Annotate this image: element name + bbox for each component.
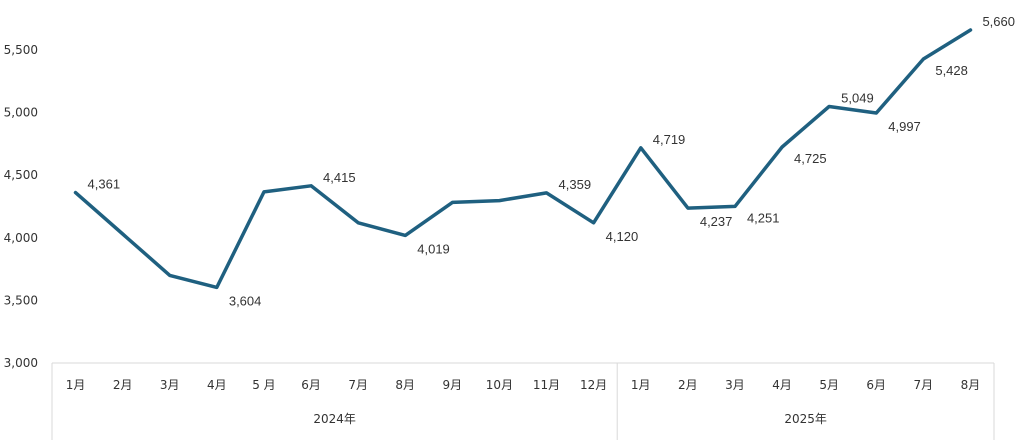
x-category-label: 5月 <box>819 378 839 392</box>
series-line-group <box>73 28 973 290</box>
data-label: 3,604 <box>229 293 262 308</box>
x-category-label: 4月 <box>207 378 227 392</box>
y-tick-label: 3,000 <box>4 356 38 370</box>
x-category-label: 5 月 <box>252 378 275 392</box>
data-label: 5,049 <box>841 90 874 105</box>
data-label: 5,660 <box>982 14 1015 29</box>
data-label: 5,428 <box>935 63 968 78</box>
data-label: 4,120 <box>606 229 639 244</box>
x-category-label: 8月 <box>961 378 981 392</box>
x-category-label: 11月 <box>533 378 560 392</box>
y-axis: 3,000 3,500 4,000 4,500 5,000 5,500 <box>4 43 38 370</box>
y-tick-label: 3,500 <box>4 293 38 307</box>
y-tick-label: 5,500 <box>4 43 38 57</box>
x-group-label: 2025年 <box>784 412 827 426</box>
data-label: 4,359 <box>559 177 592 192</box>
x-category-label: 7月 <box>914 378 934 392</box>
data-label: 4,415 <box>323 170 356 185</box>
x-category-label: 2月 <box>113 378 133 392</box>
x-category-label: 6月 <box>866 378 886 392</box>
data-label: 4,725 <box>794 151 827 166</box>
x-category-label: 10月 <box>486 378 513 392</box>
data-label: 4,361 <box>88 177 121 192</box>
y-tick-label: 4,000 <box>4 231 38 245</box>
data-label: 4,251 <box>747 210 780 225</box>
x-axis-year-groups: 2024年 2025年 <box>313 412 827 426</box>
series-line <box>73 28 973 290</box>
y-tick-label: 5,000 <box>4 106 38 120</box>
data-label: 4,237 <box>700 214 733 229</box>
data-labels: 4,361 3,604 4,415 4,019 4,359 4,120 4,719 4,237… <box>88 14 1015 308</box>
x-category-label: 4月 <box>772 378 792 392</box>
x-category-label: 1月 <box>66 378 86 392</box>
x-axis-categories: 1月 2月 3月 4月 5 月 6月 7月 8月 9月 10月 11月 12月 1月 2月 3月 4月 5月 6月… <box>66 378 981 392</box>
data-label: 4,719 <box>653 132 686 147</box>
y-tick-label: 4,500 <box>4 168 38 182</box>
x-category-label: 8月 <box>395 378 415 392</box>
x-category-label: 1月 <box>631 378 651 392</box>
category-axis-frame <box>51 362 995 440</box>
data-label: 4,997 <box>888 119 921 134</box>
x-category-label: 12月 <box>580 378 607 392</box>
x-category-label: 6月 <box>301 378 321 392</box>
x-category-label: 2月 <box>678 378 698 392</box>
x-category-label: 3月 <box>725 378 745 392</box>
data-label: 4,019 <box>417 241 450 256</box>
x-group-label: 2024年 <box>313 412 356 426</box>
x-category-label: 7月 <box>348 378 368 392</box>
x-category-label: 9月 <box>443 378 463 392</box>
x-category-label: 3月 <box>160 378 180 392</box>
